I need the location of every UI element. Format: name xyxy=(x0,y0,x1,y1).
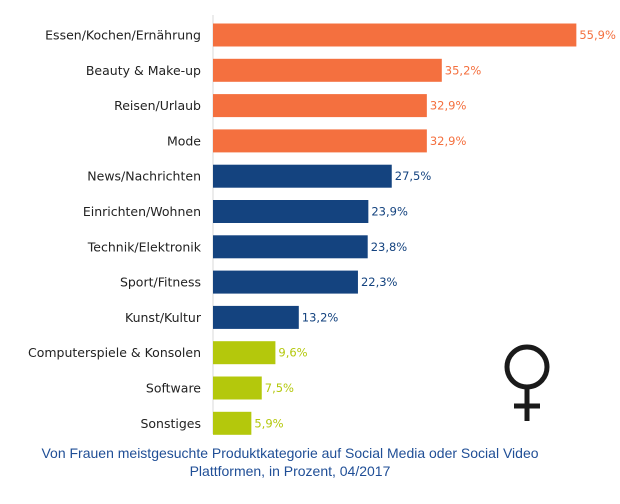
bar xyxy=(213,200,369,223)
bar xyxy=(213,129,427,153)
value-label: 9,6% xyxy=(278,346,307,360)
value-label: 32,9% xyxy=(430,134,467,148)
category-label: Beauty & Make-up xyxy=(86,63,201,78)
bar xyxy=(213,164,392,188)
category-label: Software xyxy=(146,381,201,396)
category-label: Kunst/Kultur xyxy=(125,310,202,325)
female-symbol-icon xyxy=(504,344,550,421)
bar xyxy=(213,376,262,400)
category-label: Essen/Kochen/Ernährung xyxy=(45,28,201,43)
bar xyxy=(213,235,368,259)
value-label: 23,8% xyxy=(371,240,408,254)
bar xyxy=(213,23,577,47)
category-label: Einrichten/Wohnen xyxy=(83,204,201,219)
bar xyxy=(213,305,299,329)
bar xyxy=(213,58,442,82)
bar xyxy=(213,270,358,294)
category-label: Reisen/Urlaub xyxy=(114,98,201,113)
category-label: Technik/Elektronik xyxy=(87,239,202,254)
category-label: Sonstiges xyxy=(140,416,201,431)
value-label: 35,2% xyxy=(445,63,482,77)
category-label: Computerspiele & Konsolen xyxy=(28,345,201,360)
value-label: 27,5% xyxy=(395,169,432,183)
category-label: Mode xyxy=(167,133,201,148)
value-label: 5,9% xyxy=(254,416,283,430)
caption-line-2: Plattformen, in Prozent, 04/2017 xyxy=(189,463,391,479)
bar xyxy=(213,94,427,118)
value-label: 55,9% xyxy=(579,28,616,42)
bar-chart: Essen/Kochen/Ernährung 55,9% Beauty & Make… xyxy=(28,15,616,435)
value-label: 32,9% xyxy=(430,99,467,113)
caption-line-1: Von Frauen meistgesuchte Produktkategori… xyxy=(41,445,539,461)
category-label: Sport/Fitness xyxy=(120,275,201,290)
value-label: 7,5% xyxy=(265,381,294,395)
value-label: 22,3% xyxy=(361,275,398,289)
value-label: 23,9% xyxy=(371,205,408,219)
category-label: News/Nachrichten xyxy=(87,169,201,184)
bar xyxy=(213,411,252,435)
value-label: 13,2% xyxy=(302,310,339,324)
chart-caption: Von Frauen meistgesuchte Produktkategori… xyxy=(0,444,580,480)
bar xyxy=(213,341,276,365)
